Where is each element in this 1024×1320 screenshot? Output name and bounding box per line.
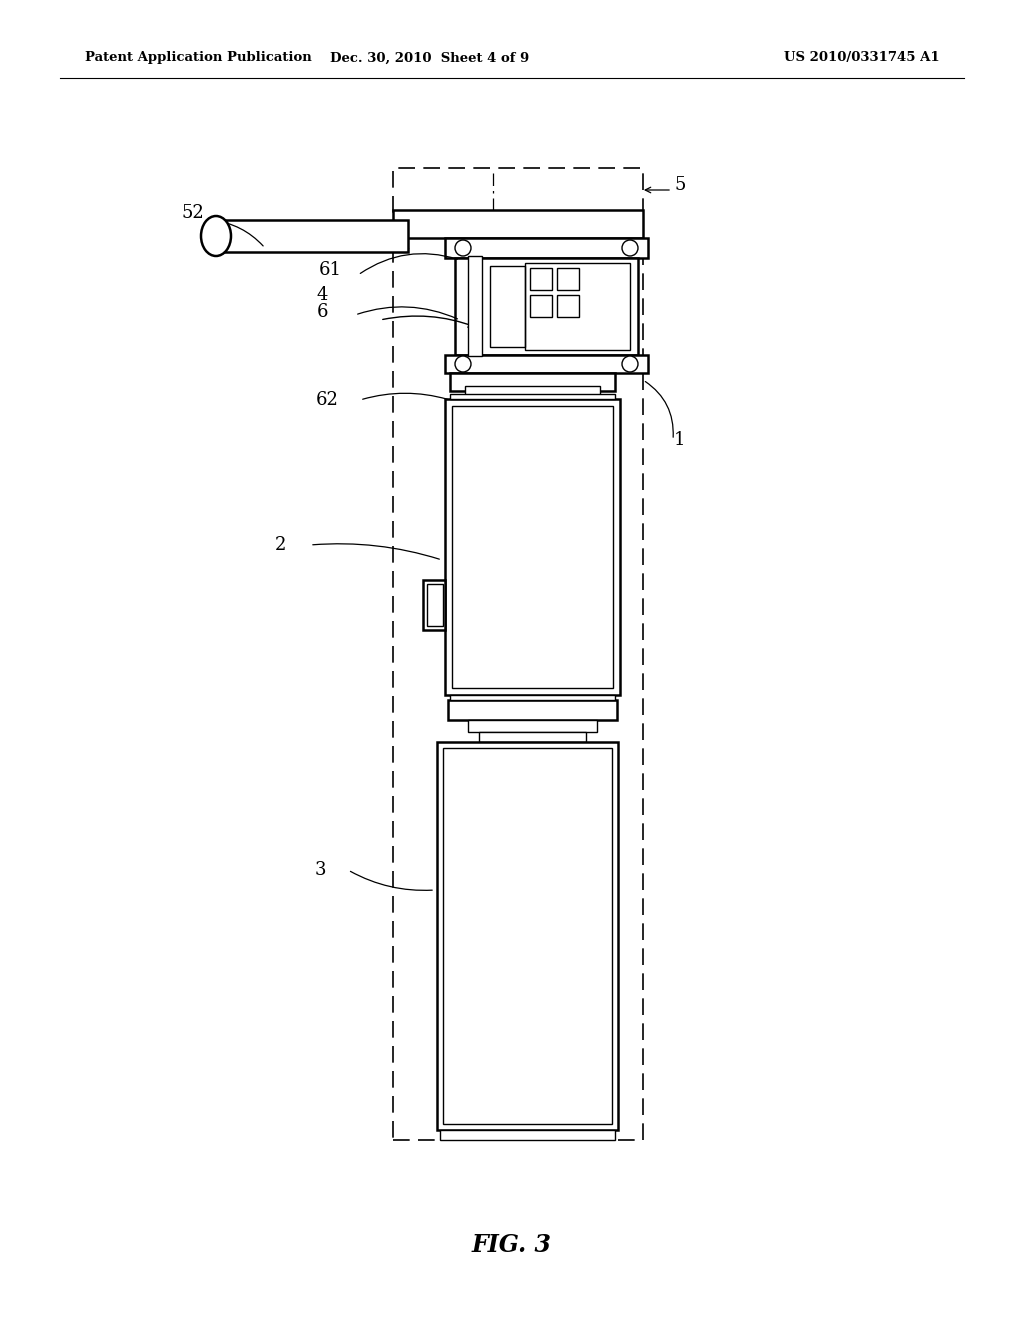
Bar (450, 393, 615, 399)
Text: 4: 4 (316, 286, 328, 304)
Text: Dec. 30, 2010  Sheet 4 of 9: Dec. 30, 2010 Sheet 4 of 9 (331, 51, 529, 65)
Text: 62: 62 (315, 391, 339, 409)
Bar (557, 294, 579, 317)
Bar (450, 696, 615, 700)
Bar (490, 267, 525, 347)
Circle shape (455, 240, 471, 256)
Ellipse shape (201, 216, 231, 256)
Bar (468, 719, 597, 733)
Bar (557, 268, 579, 290)
Bar (393, 210, 643, 238)
Text: 1: 1 (674, 432, 686, 449)
Circle shape (455, 356, 471, 372)
Bar (450, 374, 615, 391)
Text: Patent Application Publication: Patent Application Publication (85, 51, 311, 65)
Bar (452, 407, 613, 688)
Bar (525, 263, 630, 350)
Text: 52: 52 (181, 205, 205, 222)
Circle shape (622, 240, 638, 256)
Text: 5: 5 (675, 176, 686, 194)
Bar (468, 256, 482, 356)
Circle shape (622, 356, 638, 372)
Bar (465, 385, 600, 399)
Bar (530, 294, 552, 317)
Bar (445, 238, 648, 257)
Bar (423, 579, 445, 630)
Bar (437, 742, 618, 1130)
Text: 61: 61 (318, 261, 341, 279)
Bar (218, 220, 408, 252)
Bar (445, 399, 620, 696)
Text: 2: 2 (274, 536, 286, 554)
Bar (393, 168, 643, 1140)
Text: 3: 3 (314, 861, 326, 879)
Bar (530, 268, 552, 290)
Text: US 2010/0331745 A1: US 2010/0331745 A1 (784, 51, 940, 65)
Bar (479, 733, 586, 742)
Bar (455, 257, 638, 355)
Bar (445, 355, 648, 374)
Bar (427, 583, 443, 626)
Text: FIG. 3: FIG. 3 (472, 1233, 552, 1257)
Text: 6: 6 (316, 304, 328, 321)
Bar (449, 700, 617, 719)
Bar (443, 748, 612, 1125)
Bar (440, 1130, 615, 1140)
